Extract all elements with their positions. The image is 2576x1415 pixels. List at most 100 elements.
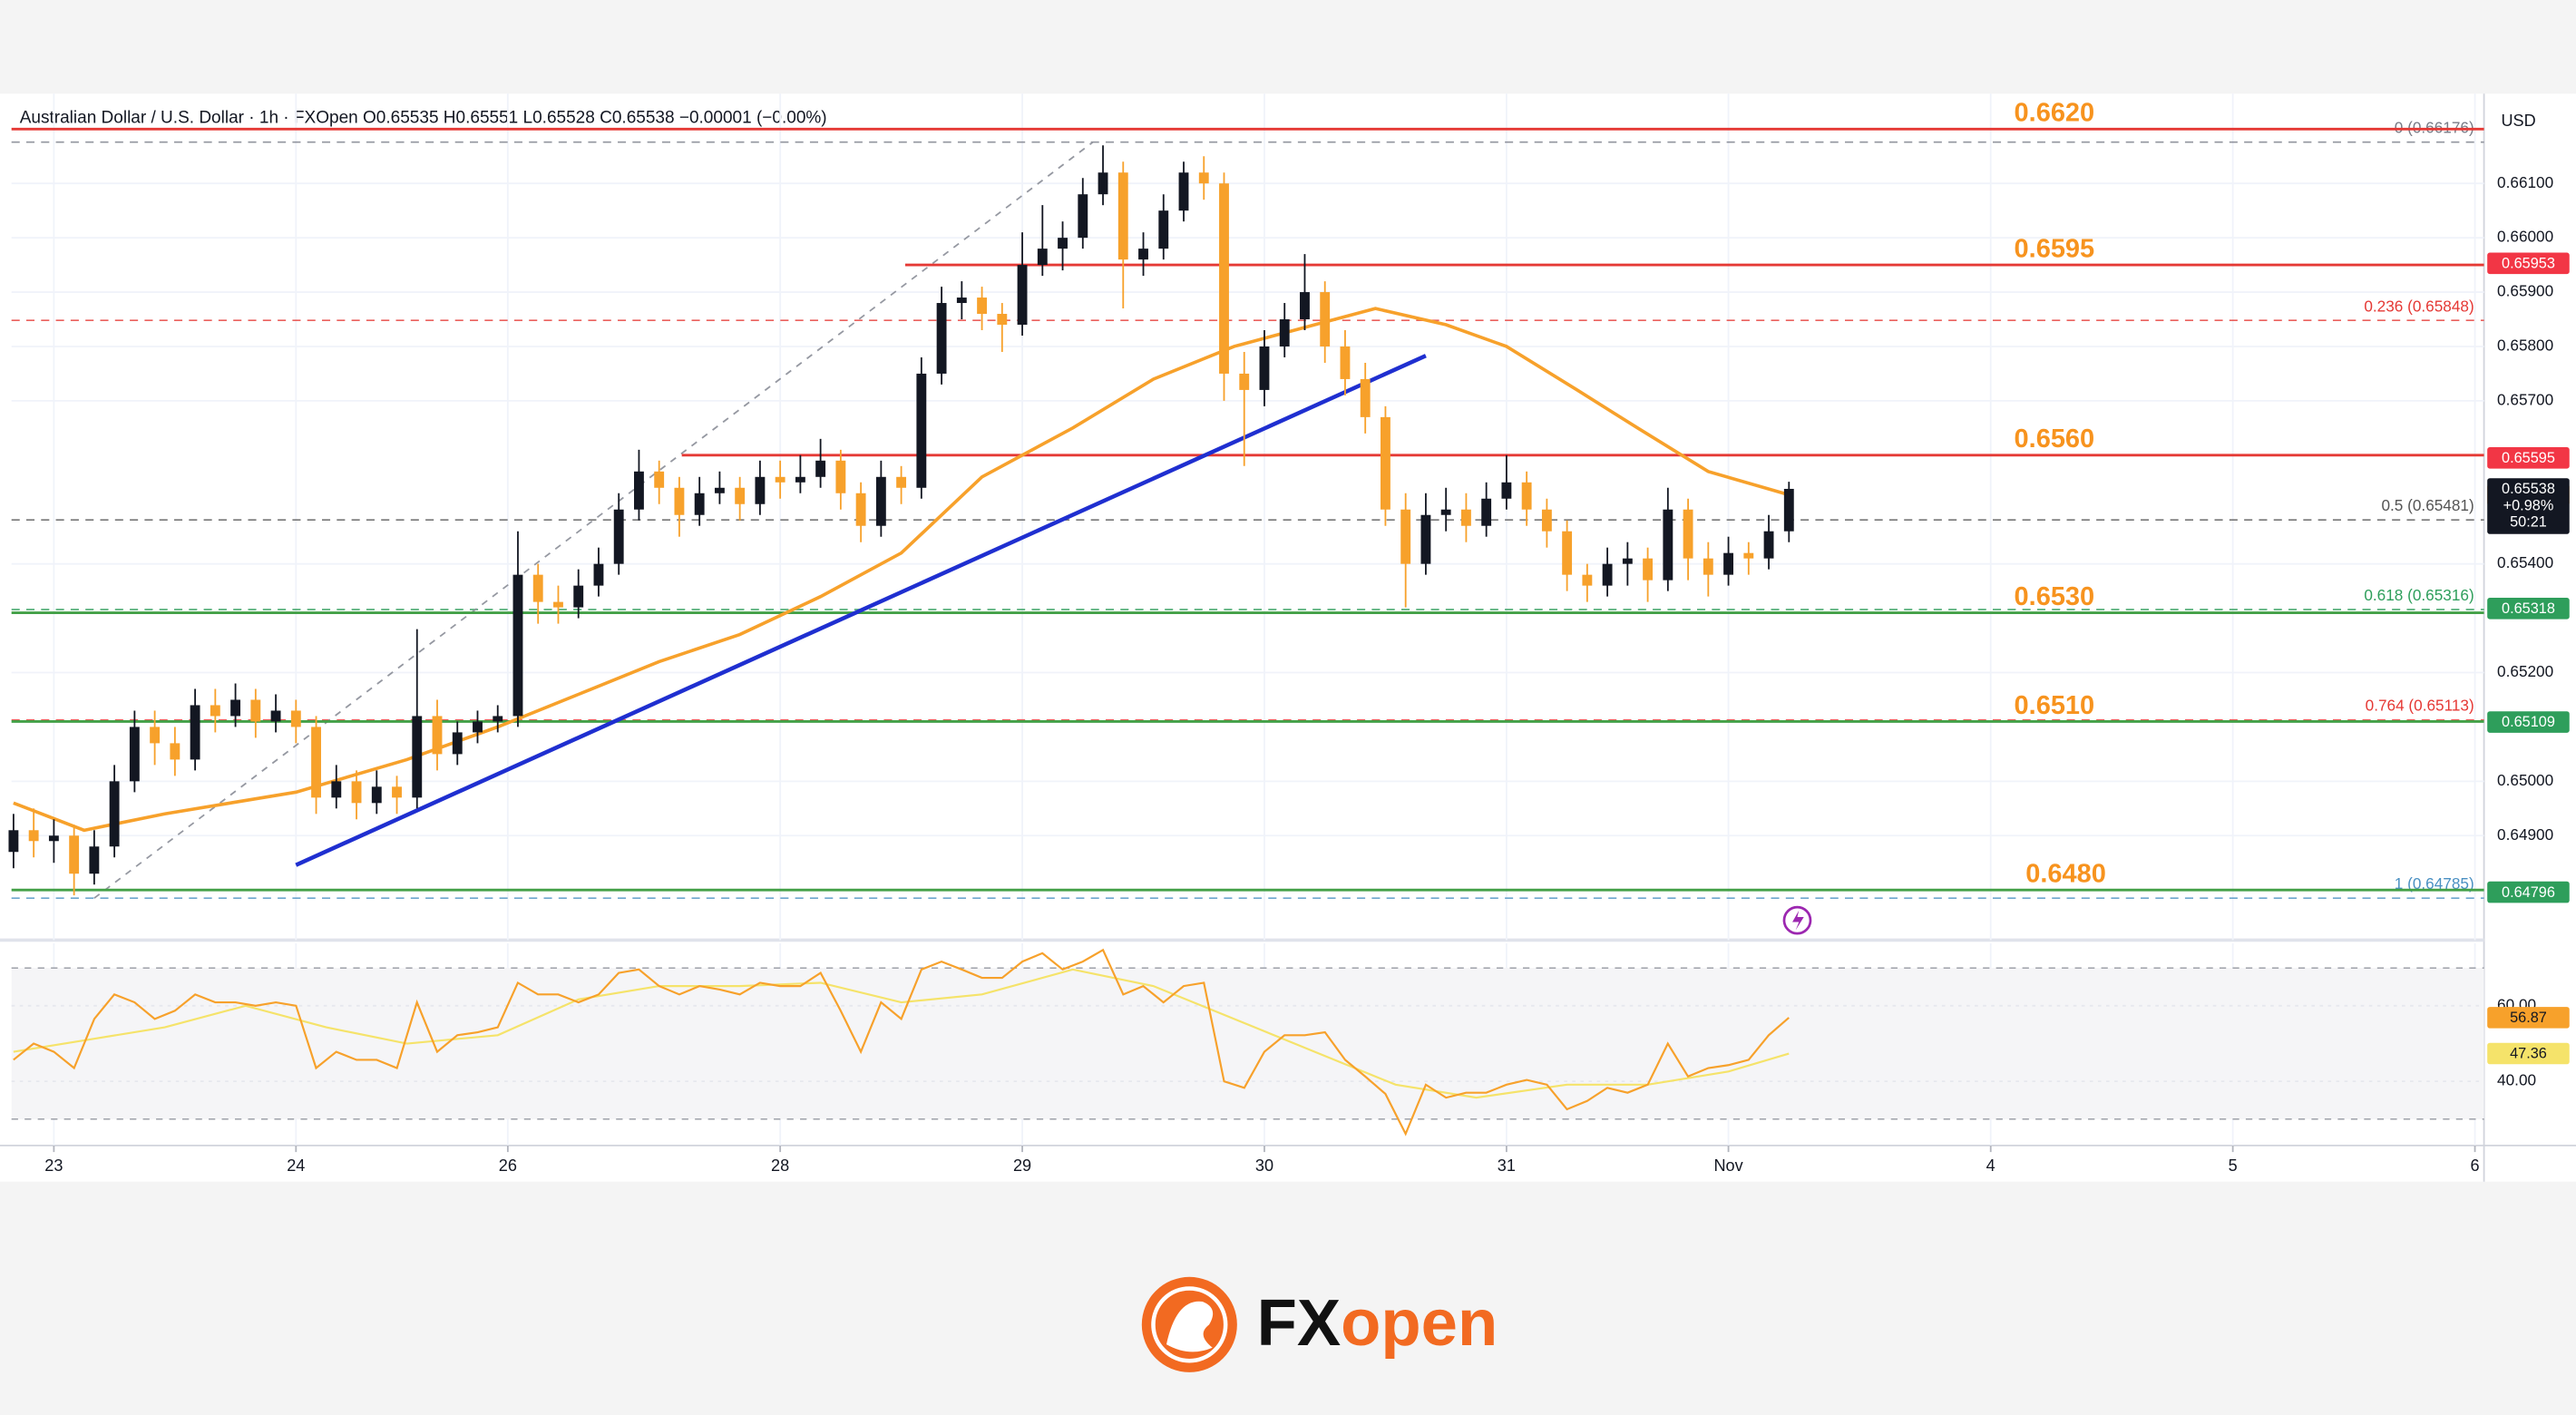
x-tick-label: Nov [1713,1156,1742,1175]
candle-body [1279,319,1290,346]
candle-body [997,314,1008,326]
x-tick-label: 4 [1986,1156,1995,1175]
logo: FXopen [1141,1276,1498,1372]
price-tag [2487,252,2570,275]
event-icon-bolt [1792,910,1804,931]
price-tag-label: 0.65953 [2502,256,2555,272]
candle-body [1521,482,1532,510]
countdown: 50:21 [2510,513,2547,530]
candle-body [1138,249,1148,260]
x-tick-label: 30 [1255,1156,1273,1175]
price-tag [2487,881,2570,903]
candle-body [1703,558,1713,575]
y-tick-label: 0.65700 [2497,390,2553,408]
candle-body [412,716,423,798]
candle-body [109,781,120,847]
x-tick-label: 23 [44,1156,63,1175]
candle-body [1340,346,1351,379]
candle-body [694,493,705,515]
candle-body [1178,172,1189,211]
candle-body [1683,509,1693,559]
candle-body [452,732,463,755]
price-tag-label: 0.65595 [2502,450,2555,466]
logo-ring [1151,1286,1228,1363]
rsi-ma-line [13,968,1790,1099]
candle-body [634,471,644,510]
candle-body [1440,509,1451,515]
y-tick-label: 0.65000 [2497,771,2553,789]
level-label: 0.6560 [2015,424,2095,454]
candle-body [573,585,584,608]
candle-body [875,476,886,526]
rsi-band [11,968,2484,1119]
x-tick-label: 26 [499,1156,517,1175]
candle-body [735,487,746,504]
candle-body [1763,531,1774,559]
candle-body [1723,552,1734,575]
level-label: 0.6510 [2015,691,2095,720]
y-tick-label: 0.65900 [2497,282,2553,300]
price-tag [2487,598,2570,620]
candle-body [936,303,947,374]
x-tick-label: 28 [771,1156,789,1175]
candle-body [755,476,766,504]
fib-label: 0.5 (0.65481) [2381,496,2474,514]
fib-label: 0.764 (0.65113) [2366,697,2474,715]
candle-body [1158,210,1169,249]
candle-body [1400,509,1411,564]
fib-label: 0.236 (0.65848) [2364,297,2474,315]
candle-body [432,716,443,755]
price-tag [2487,711,2570,733]
candle-body [835,460,846,493]
candle-body [351,781,362,804]
y-tick-label: 0.64900 [2497,825,2553,844]
level-label: 0.6530 [2015,582,2095,611]
header: Australian Dollar / U.S. Dollar · 1h · F… [20,108,827,127]
logo-dragon [1166,1301,1214,1352]
candle-body [775,476,785,483]
y-tick-label: 0.66100 [2497,173,2553,191]
candle-body [916,373,927,488]
last-price: 0.65538 [2502,481,2555,497]
level-label: 0.6480 [2025,860,2106,889]
candle-body [28,830,39,842]
candle-body [956,298,967,304]
candle-body [1622,558,1633,564]
x-tick-label: 29 [1013,1156,1031,1175]
candle-body [1360,378,1371,417]
candle-body [1037,249,1048,266]
fib-label: 1 (0.64785) [2395,874,2474,893]
x-tick-label: 6 [2471,1156,2480,1175]
candle-body [613,509,624,564]
candle-body [190,705,200,760]
candle-body [674,487,685,515]
logo-open: open [1341,1286,1498,1360]
fib-label: 0.618 (0.65316) [2364,586,2474,604]
candle-body [1582,574,1593,586]
candle-body [714,487,725,493]
rsi-tag [2487,1042,2570,1065]
candle-body [48,835,59,842]
x-tick-label: 31 [1498,1156,1516,1175]
rsi-tick-label: 40.00 [2497,1071,2536,1089]
event-icon[interactable] [1782,905,1812,935]
candle-body [896,476,907,488]
y-tick-label: 0.66000 [2497,228,2553,246]
candle-body [1219,183,1229,374]
logo-fx: FX [1257,1286,1342,1360]
candle-body [1381,416,1390,510]
candle-body [150,727,161,744]
candle-body [230,699,241,717]
candle-body [371,786,382,804]
candle-body [1783,488,1794,532]
candle-body [89,846,100,874]
candle-body [532,574,543,602]
candle-body [493,716,503,722]
candle-body [593,563,604,586]
rsi-tag-label: 47.36 [2510,1046,2547,1062]
candle-body [473,721,483,733]
candle-body [331,781,342,798]
y-tick-label: 0.65800 [2497,337,2553,355]
fib-diagonal [93,141,1094,899]
fib-label: 0 (0.66176) [2395,119,2474,137]
